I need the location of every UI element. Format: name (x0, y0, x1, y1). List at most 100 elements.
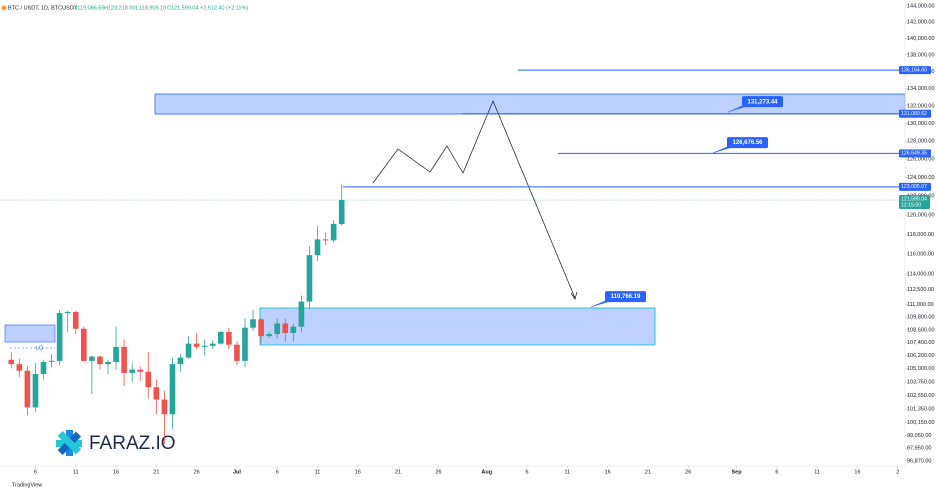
y-tick-label: 106,200.00 (907, 353, 935, 359)
level-label-box (899, 109, 931, 118)
y-tick-label: 96,870.00 (907, 458, 931, 464)
candle-body (314, 239, 321, 256)
callout-label: 126,676.56 (732, 140, 763, 146)
x-tick-label: 11 (814, 469, 820, 475)
candle-body (16, 364, 23, 371)
countdown-label: 12:15:00 (901, 202, 921, 208)
watermark-logo (56, 430, 82, 456)
y-tick-label: 128,000.00 (907, 139, 935, 145)
candle-body (298, 301, 305, 327)
candle-body (24, 370, 31, 408)
candle-body (89, 356, 95, 361)
watermark-text: FARAZ.IO (89, 433, 176, 454)
level-label-box (899, 149, 931, 158)
y-tick-label: 97,950.00 (907, 446, 931, 452)
demand-zone (259, 307, 656, 346)
candle-body (250, 319, 256, 328)
y-tick-label: 120,000.00 (907, 213, 935, 219)
ohlc-change: +2,512.40 (+2.11%) (200, 5, 248, 11)
x-tick-label: 6 (276, 469, 279, 475)
level-label-box (899, 66, 931, 75)
x-tick-label: 6 (775, 469, 778, 475)
y-tick-label: 101,350.00 (907, 407, 935, 413)
candle-body (169, 364, 176, 415)
candle-body (290, 326, 297, 333)
ohlc-close: C121,599.04 (167, 5, 199, 11)
y-tick-label: 142,000.00 (907, 19, 935, 25)
y-tick-label: 144,000.00 (907, 3, 935, 9)
candle-body (306, 255, 313, 302)
last-price-box (899, 195, 930, 210)
candle-body (48, 360, 55, 362)
y-tick-label: 114,000.00 (907, 272, 934, 278)
symbol-icon (1, 5, 7, 11)
candle-body (145, 371, 152, 388)
candle-body (80, 328, 87, 361)
liquidity-zone (4, 324, 56, 343)
candle-body (113, 346, 119, 362)
candle-body (209, 343, 216, 346)
candle-body (185, 343, 192, 358)
candle-body (242, 327, 248, 361)
y-tick-label: 105,000.00 (907, 366, 935, 372)
level-label: 131,089.62 (901, 111, 927, 117)
x-tick-label: Aug (481, 469, 492, 475)
x-tick-label: Sep (732, 469, 743, 475)
y-tick-label: 130,000.00 (907, 121, 935, 127)
x-tick-label: Jul (233, 469, 241, 475)
lq-label: LQ (36, 345, 44, 351)
callout-label: 110,766.19 (611, 294, 641, 300)
ohlc-open: O119,086.65 (73, 5, 104, 11)
y-tick-label: 112,500.00 (907, 287, 934, 293)
x-tick-label: 16 (854, 469, 860, 475)
footer-brand: TradingView (12, 482, 42, 488)
chart-title: BTC / USDT, 1D, BTCUSDT (8, 5, 78, 11)
candle-body (258, 319, 264, 337)
x-tick-label: 6 (34, 469, 37, 475)
x-tick-label: 11 (73, 469, 79, 475)
y-tick-label: 109,800.00 (907, 315, 935, 321)
y-tick-label: 132,000.00 (907, 103, 935, 109)
level-label: 126,649.35 (901, 151, 927, 157)
x-tick-label: 26 (685, 469, 691, 475)
y-tick-label: 118,000.00 (907, 232, 934, 238)
callout-box (742, 96, 783, 108)
candle-body (193, 343, 200, 347)
candle-body (129, 369, 135, 373)
supply-zone (154, 93, 906, 115)
x-tick-label: 21 (395, 469, 401, 475)
candle-body (266, 334, 272, 337)
candle-body (201, 345, 208, 347)
ohlc-low: L118,905.18 (136, 5, 166, 11)
last-price-label: 121,599.04 (901, 196, 927, 202)
callout-box (727, 137, 768, 149)
x-tick-label: 26 (194, 469, 200, 475)
y-tick-label: 111,000.00 (907, 302, 934, 308)
x-tick-label: 6 (526, 469, 529, 475)
y-tick-label: 134,000.00 (907, 86, 935, 92)
level-label-box (899, 182, 931, 191)
y-tick-label: 116,000.00 (907, 252, 934, 258)
candle-body (226, 331, 232, 345)
ohlc-high: H123,218.00 (104, 5, 136, 11)
x-tick-label: 11 (564, 469, 570, 475)
candle-body (234, 344, 240, 361)
candle-body (72, 311, 79, 329)
x-tick-label: 11 (315, 469, 321, 475)
candle-body (322, 239, 329, 241)
candle-body (217, 331, 224, 344)
y-tick-label: 124,000.00 (907, 175, 935, 181)
candle-body (282, 323, 289, 333)
candle-body (56, 313, 63, 361)
x-tick-label: 16 (605, 469, 611, 475)
x-tick-label: 21 (153, 469, 159, 475)
candle-body (40, 361, 47, 374)
candle-body (153, 387, 160, 400)
x-tick-label: 26 (435, 469, 441, 475)
candle-body (330, 223, 337, 241)
x-tick-label: 2 (896, 469, 899, 475)
candle-body (32, 373, 39, 408)
candle-body (137, 369, 144, 372)
